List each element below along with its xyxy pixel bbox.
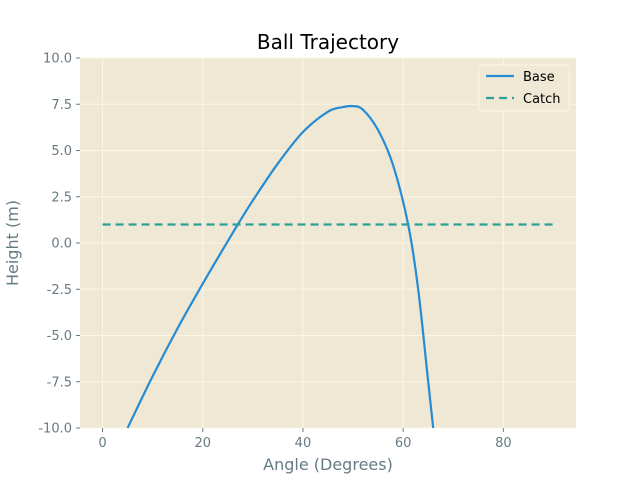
legend-label-catch: Catch — [523, 92, 561, 107]
y-tick-label: -7.5 — [47, 375, 72, 390]
y-tick-label: 10.0 — [43, 52, 72, 67]
x-tick-label: 20 — [194, 436, 211, 451]
x-axis-label: Angle (Degrees) — [263, 455, 393, 474]
y-tick-label: 2.5 — [51, 190, 72, 205]
grid — [80, 57, 576, 429]
series-group — [102, 104, 554, 428]
y-tick-label: -2.5 — [47, 283, 72, 298]
ticks: 0 20 40 60 80 -10.0 -7.5 -5.0 -2.5 0.0 2.5 5.0 7.5 10… — [38, 52, 511, 452]
x-tick-label: 80 — [495, 436, 512, 451]
y-tick-label: 5.0 — [51, 144, 72, 159]
chart-title: Ball Trajectory — [257, 30, 399, 54]
legend-label-base: Base — [523, 70, 555, 85]
x-tick-label: 0 — [98, 436, 106, 451]
x-tick-label: 40 — [295, 436, 312, 451]
y-tick-label: 0.0 — [51, 237, 72, 252]
y-tick-label: -5.0 — [47, 329, 72, 344]
series-line-base — [126, 104, 435, 428]
y-axis-label: Height (m) — [3, 200, 22, 286]
y-tick-label: 7.5 — [51, 98, 72, 113]
x-tick-label: 60 — [395, 436, 412, 451]
y-tick-label: -10.0 — [38, 422, 72, 437]
legend: Base Catch — [478, 64, 570, 112]
